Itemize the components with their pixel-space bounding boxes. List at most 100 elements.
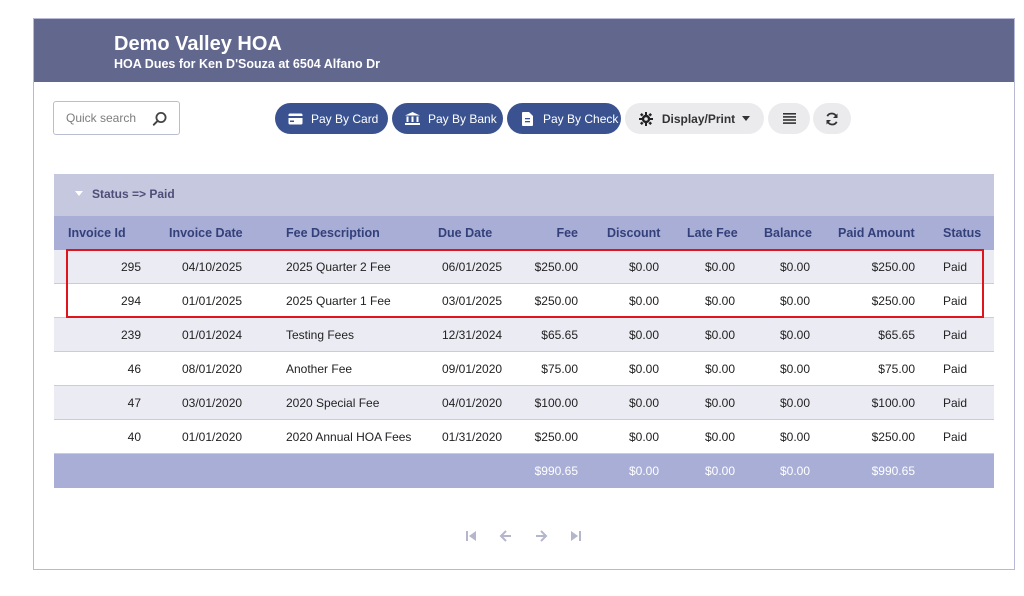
balance-cell: $0.00 xyxy=(779,328,810,342)
discount-cell: $0.00 xyxy=(628,260,659,274)
balance-cell: $0.00 xyxy=(779,294,810,308)
table-row[interactable]: 294 01/01/2025 2025 Quarter 1 Fee 03/01/… xyxy=(54,284,994,318)
invoice-id-cell: 294 xyxy=(120,294,141,308)
fee-cell: $75.00 xyxy=(541,362,578,376)
fee-cell: $100.00 xyxy=(534,396,578,410)
bank-icon xyxy=(404,112,420,126)
due-date-cell: 01/31/2020 xyxy=(442,430,503,444)
due-date-cell: 12/31/2024 xyxy=(442,328,503,342)
table-row[interactable]: 47 03/01/2020 2020 Special Fee 04/01/202… xyxy=(54,386,994,420)
balance-cell: $0.00 xyxy=(779,260,810,274)
fee-description-cell: 2025 Quarter 1 Fee xyxy=(286,294,391,308)
fee-cell: $250.00 xyxy=(534,260,578,274)
balance-cell: $0.00 xyxy=(779,430,810,444)
column-header[interactable]: Paid Amount xyxy=(838,226,915,240)
total-paid-amount: $990.65 xyxy=(871,464,915,478)
credit-card-icon xyxy=(287,112,303,126)
list-icon xyxy=(782,113,796,124)
discount-cell: $0.00 xyxy=(628,294,659,308)
status-cell: Paid xyxy=(943,430,968,444)
balance-cell: $0.00 xyxy=(779,396,810,410)
table-row[interactable]: 239 01/01/2024 Testing Fees 12/31/2024 $… xyxy=(54,318,994,352)
next-page-icon[interactable] xyxy=(534,529,548,543)
due-date-cell: 06/01/2025 xyxy=(442,260,503,274)
dues-panel: Demo Valley HOA HOA Dues for Ken D'Souza… xyxy=(33,18,1015,570)
discount-cell: $0.00 xyxy=(628,362,659,376)
late-fee-cell: $0.00 xyxy=(704,260,735,274)
table-row[interactable]: 295 04/10/2025 2025 Quarter 2 Fee 06/01/… xyxy=(54,250,994,284)
fee-cell: $65.65 xyxy=(541,328,578,342)
page-subtitle: HOA Dues for Ken D'Souza at 6504 Alfano … xyxy=(114,57,380,71)
status-cell: Paid xyxy=(943,362,968,376)
table-row[interactable]: 40 01/01/2020 2020 Annual HOA Fees 01/31… xyxy=(54,420,994,454)
column-header[interactable]: Invoice Id xyxy=(68,226,126,240)
late-fee-cell: $0.00 xyxy=(704,294,735,308)
column-header[interactable]: Status xyxy=(943,226,982,240)
late-fee-cell: $0.00 xyxy=(704,430,735,444)
check-document-icon xyxy=(519,111,535,126)
invoice-date-cell: 01/01/2020 xyxy=(182,430,243,444)
gear-icon xyxy=(638,111,653,126)
total-late-fee: $0.00 xyxy=(704,464,735,478)
discount-cell: $0.00 xyxy=(628,430,659,444)
column-header[interactable]: Discount xyxy=(607,226,661,240)
column-header[interactable]: Late Fee xyxy=(687,226,738,240)
pay-by-bank-button[interactable]: Pay By Bank xyxy=(392,103,503,134)
previous-page-icon[interactable] xyxy=(499,529,513,543)
fee-description-cell: 2020 Annual HOA Fees xyxy=(286,430,412,444)
search-input[interactable]: Quick search xyxy=(53,101,180,135)
column-header[interactable]: Fee xyxy=(556,226,578,240)
column-header[interactable]: Invoice Date xyxy=(169,226,243,240)
status-cell: Paid xyxy=(943,328,968,342)
late-fee-cell: $0.00 xyxy=(704,362,735,376)
column-header[interactable]: Fee Description xyxy=(286,226,380,240)
invoice-id-cell: 46 xyxy=(127,362,141,376)
fee-description-cell: 2020 Special Fee xyxy=(286,396,380,410)
invoice-date-cell: 01/01/2024 xyxy=(182,328,243,342)
status-cell: Paid xyxy=(943,260,968,274)
table-header: Invoice Id Invoice Date Fee Description … xyxy=(54,216,994,250)
page-header: Demo Valley HOA HOA Dues for Ken D'Souza… xyxy=(34,19,1014,82)
page-title: Demo Valley HOA xyxy=(114,33,282,55)
pay-by-card-label: Pay By Card xyxy=(311,111,379,126)
refresh-button[interactable] xyxy=(813,103,851,134)
fee-description-cell: Another Fee xyxy=(286,362,353,376)
late-fee-cell: $0.00 xyxy=(704,328,735,342)
fee-cell: $250.00 xyxy=(534,294,578,308)
total-balance: $0.00 xyxy=(779,464,810,478)
paid-amount-cell: $100.00 xyxy=(871,396,915,410)
display-print-label: Display/Print xyxy=(661,111,736,126)
invoice-id-cell: 295 xyxy=(120,260,141,274)
discount-cell: $0.00 xyxy=(628,328,659,342)
paid-amount-cell: $75.00 xyxy=(878,362,915,376)
fee-description-cell: 2025 Quarter 2 Fee xyxy=(286,260,391,274)
search-placeholder: Quick search xyxy=(66,111,137,125)
search-icon[interactable] xyxy=(151,110,169,128)
pay-by-check-button[interactable]: Pay By Check xyxy=(507,103,621,134)
chevron-down-icon xyxy=(742,116,751,121)
table-row[interactable]: 46 08/01/2020 Another Fee 09/01/2020 $75… xyxy=(54,352,994,386)
column-header[interactable]: Due Date xyxy=(438,226,493,240)
column-header[interactable]: Balance xyxy=(764,226,812,240)
pay-by-card-button[interactable]: Pay By Card xyxy=(275,103,388,134)
total-fee: $990.65 xyxy=(534,464,578,478)
paid-amount-cell: $65.65 xyxy=(878,328,915,342)
due-date-cell: 04/01/2020 xyxy=(442,396,503,410)
group-label: Status => Paid xyxy=(92,187,175,201)
refresh-icon xyxy=(826,112,838,125)
group-header[interactable]: Status => Paid xyxy=(54,174,994,216)
last-page-icon[interactable] xyxy=(569,529,583,543)
collapse-arrow-icon[interactable] xyxy=(75,191,83,196)
invoice-date-cell: 08/01/2020 xyxy=(182,362,243,376)
first-page-icon[interactable] xyxy=(464,529,478,543)
due-date-cell: 03/01/2025 xyxy=(442,294,503,308)
discount-cell: $0.00 xyxy=(628,396,659,410)
display-print-button[interactable]: Display/Print xyxy=(625,103,764,134)
status-cell: Paid xyxy=(943,396,968,410)
paid-amount-cell: $250.00 xyxy=(871,260,915,274)
columns-menu-button[interactable] xyxy=(768,103,810,134)
invoice-id-cell: 40 xyxy=(127,430,141,444)
invoice-date-cell: 01/01/2025 xyxy=(182,294,243,308)
invoice-date-cell: 04/10/2025 xyxy=(182,260,243,274)
totals-row: $990.65 $0.00 $0.00 $0.00 $990.65 xyxy=(54,454,994,488)
